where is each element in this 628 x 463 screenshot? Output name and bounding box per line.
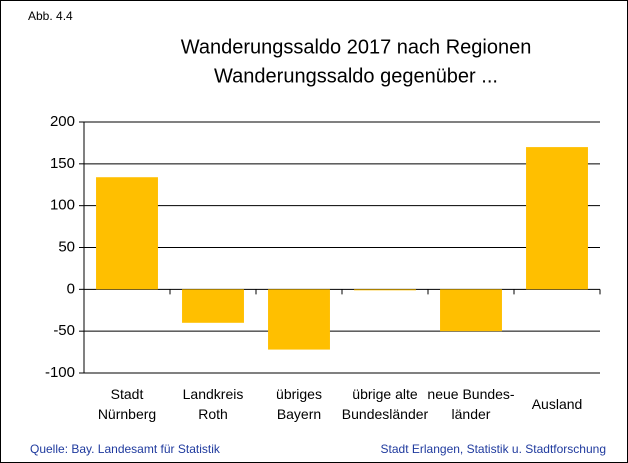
x-tick-label: übriges Bayern [276, 386, 322, 422]
bar [182, 289, 244, 323]
x-tick-label: übrige alte Bundesländer [342, 386, 429, 422]
chart-title: Wanderungssaldo 2017 nach Regionen [181, 36, 532, 58]
y-tick-label: 100 [50, 197, 75, 214]
y-tick-label: -50 [53, 322, 75, 339]
x-tick-label: neue Bundes-länder [427, 386, 515, 422]
y-tick-label: -100 [45, 364, 75, 381]
bar [440, 289, 502, 332]
bar [354, 289, 416, 291]
x-tick-label: Landkreis Roth [183, 386, 244, 422]
y-tick-label: 50 [58, 238, 75, 255]
bar [96, 177, 158, 290]
chart-subtitle: Wanderungssaldo gegenüber ... [214, 65, 498, 87]
figure-label: Abb. 4.4 [28, 9, 73, 23]
bar [526, 147, 588, 290]
credit: Stadt Erlangen, Statistik u. Stadtforsch… [381, 442, 606, 456]
y-tick-label: 0 [67, 280, 75, 297]
x-tick-label: Stadt Nürnberg [98, 386, 156, 422]
y-tick-label: 150 [50, 155, 75, 172]
source: Quelle: Bay. Landesamt für Statistik [30, 442, 221, 456]
y-tick-label: 200 [50, 113, 75, 130]
x-tick-label: Ausland [532, 396, 583, 412]
bar [268, 289, 330, 350]
